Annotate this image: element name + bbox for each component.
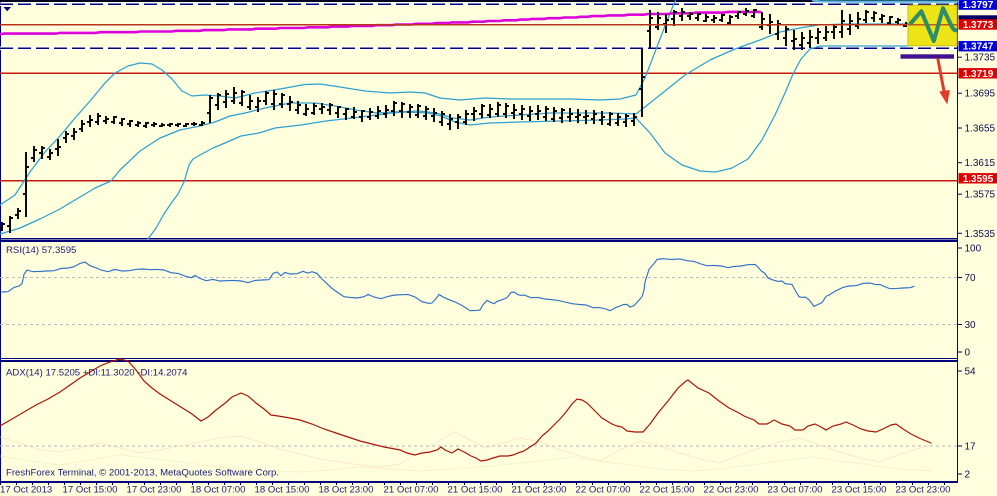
svg-text:17: 17 <box>965 442 977 453</box>
svg-text:1.3747: 1.3747 <box>963 42 994 53</box>
svg-text:1.3695: 1.3695 <box>965 89 996 100</box>
svg-text:2: 2 <box>965 470 971 481</box>
svg-text:17 Oct 2013: 17 Oct 2013 <box>0 485 52 496</box>
svg-text:70: 70 <box>965 273 977 284</box>
svg-text:30: 30 <box>965 320 977 331</box>
svg-text:1.3797: 1.3797 <box>963 0 994 11</box>
svg-text:RSI(14) 57.3595: RSI(14) 57.3595 <box>6 245 76 256</box>
svg-text:1.3575: 1.3575 <box>965 190 996 201</box>
svg-text:18 Oct 07:00: 18 Oct 07:00 <box>191 485 246 496</box>
svg-text:ADX(14) 17.5205 +DI:11.3020 -D: ADX(14) 17.5205 +DI:11.3020 -DI:14.2074 <box>6 368 188 379</box>
svg-text:23 Oct 23:00: 23 Oct 23:00 <box>896 485 951 496</box>
svg-text:1.3719: 1.3719 <box>963 69 994 80</box>
svg-text:1.3655: 1.3655 <box>965 124 996 135</box>
svg-text:100: 100 <box>965 244 982 255</box>
svg-text:21 Oct 15:00: 21 Oct 15:00 <box>448 485 503 496</box>
svg-text:54: 54 <box>965 367 977 378</box>
svg-text:18 Oct 23:00: 18 Oct 23:00 <box>319 485 374 496</box>
svg-text:23 Oct 15:00: 23 Oct 15:00 <box>832 485 887 496</box>
svg-text:1.3535: 1.3535 <box>965 229 996 240</box>
svg-text:FreshForex Terminal, © 2001-20: FreshForex Terminal, © 2001-2013, MetaQu… <box>6 468 279 479</box>
svg-text:22 Oct 07:00: 22 Oct 07:00 <box>576 485 631 496</box>
svg-text:22 Oct 15:00: 22 Oct 15:00 <box>640 485 695 496</box>
svg-text:23 Oct 07:00: 23 Oct 07:00 <box>768 485 823 496</box>
svg-text:1.3773: 1.3773 <box>963 20 994 31</box>
svg-text:1.3615: 1.3615 <box>965 158 996 169</box>
svg-text:17 Oct 15:00: 17 Oct 15:00 <box>63 485 118 496</box>
svg-text:21 Oct 23:00: 21 Oct 23:00 <box>512 485 567 496</box>
svg-text:18 Oct 15:00: 18 Oct 15:00 <box>255 485 310 496</box>
svg-text:17 Oct 23:00: 17 Oct 23:00 <box>127 485 182 496</box>
svg-text:21 Oct 07:00: 21 Oct 07:00 <box>384 485 439 496</box>
svg-text:22 Oct 23:00: 22 Oct 23:00 <box>704 485 759 496</box>
svg-text:1.3735: 1.3735 <box>965 53 996 64</box>
svg-text:1.3595: 1.3595 <box>963 174 994 185</box>
svg-text:0: 0 <box>965 348 971 359</box>
